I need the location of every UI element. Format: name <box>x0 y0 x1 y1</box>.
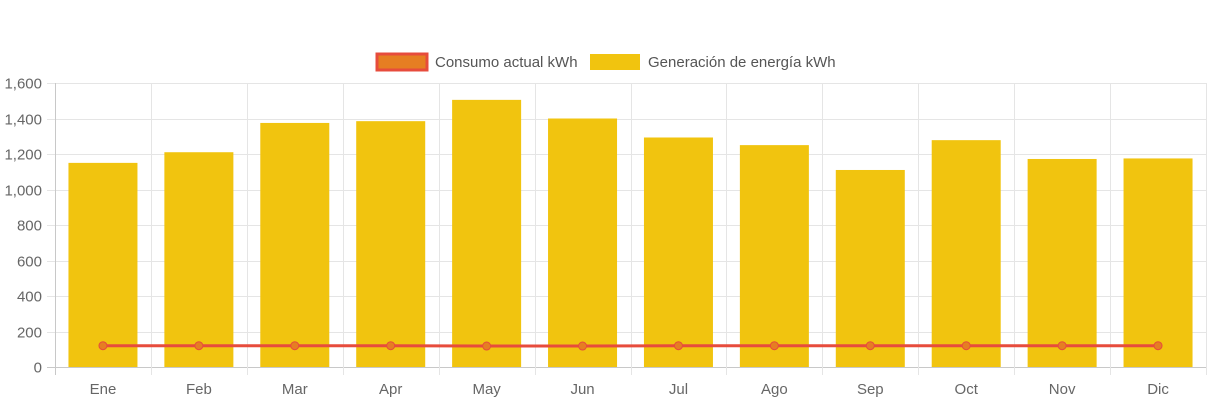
line-series <box>98 341 1163 351</box>
bar-series <box>68 99 1193 368</box>
y-tick-label: 1,400 <box>4 112 42 129</box>
y-tick-label: 600 <box>17 254 42 271</box>
x-tick-label: Jun <box>570 381 594 398</box>
bar-nov[interactable] <box>1027 158 1097 367</box>
x-tick-label: Nov <box>1049 381 1076 398</box>
bar-feb[interactable] <box>164 152 234 367</box>
legend-swatch-generacion[interactable] <box>590 54 640 70</box>
chart-legend[interactable]: Consumo actual kWh Generación de energía… <box>375 52 836 72</box>
bar-may[interactable] <box>452 99 522 368</box>
bar-ene[interactable] <box>68 162 138 367</box>
x-tick-label: Jul <box>669 381 688 398</box>
consumo-point-dic[interactable] <box>1153 341 1163 351</box>
y-tick-label: 400 <box>17 289 42 306</box>
consumo-point-apr[interactable] <box>386 341 396 351</box>
bar-sep[interactable] <box>835 169 905 367</box>
x-tick-label: Sep <box>857 381 884 398</box>
x-tick-label: May <box>472 381 501 398</box>
legend-swatch-consumo[interactable] <box>375 52 429 72</box>
x-tick-label: Feb <box>186 381 212 398</box>
y-tick-label: 200 <box>17 325 42 342</box>
consumo-point-ene[interactable] <box>98 341 108 351</box>
x-tick-label: Ago <box>761 381 788 398</box>
x-tick-label: Oct <box>955 381 979 398</box>
consumo-point-sep[interactable] <box>865 341 875 351</box>
consumo-point-feb[interactable] <box>194 341 204 351</box>
y-tick-label: 0 <box>34 360 42 377</box>
y-tick-label: 1,000 <box>4 183 42 200</box>
bar-jul[interactable] <box>643 137 713 367</box>
consumo-point-mar[interactable] <box>290 341 300 351</box>
bar-ago[interactable] <box>739 145 809 367</box>
x-tick-label: Dic <box>1147 381 1169 398</box>
consumo-point-oct[interactable] <box>961 341 971 351</box>
y-tick-label: 800 <box>17 218 42 235</box>
chart-grid <box>47 83 1207 375</box>
legend-label-consumo[interactable]: Consumo actual kWh <box>435 54 578 71</box>
legend-label-generacion[interactable]: Generación de energía kWh <box>648 54 836 71</box>
consumo-point-jun[interactable] <box>578 341 588 351</box>
x-tick-label: Ene <box>90 381 117 398</box>
consumo-point-ago[interactable] <box>769 341 779 351</box>
y-axis: 0 200 400 600 800 1,000 1,200 1,400 1,600 <box>4 76 42 377</box>
bar-dic[interactable] <box>1123 158 1193 367</box>
consumo-point-jul[interactable] <box>673 341 683 351</box>
y-tick-label: 1,600 <box>4 76 42 93</box>
x-tick-label: Mar <box>282 381 308 398</box>
bar-mar[interactable] <box>260 122 330 367</box>
y-tick-label: 1,200 <box>4 147 42 164</box>
bar-apr[interactable] <box>356 121 426 367</box>
x-axis: Ene Feb Mar Apr May Jun Jul Ago Sep Oct Nov Dic <box>90 381 1170 398</box>
bar-oct[interactable] <box>931 140 1001 367</box>
consumo-point-may[interactable] <box>482 341 492 351</box>
bar-jun[interactable] <box>548 118 618 368</box>
x-tick-label: Apr <box>379 381 402 398</box>
consumo-point-nov[interactable] <box>1057 341 1067 351</box>
